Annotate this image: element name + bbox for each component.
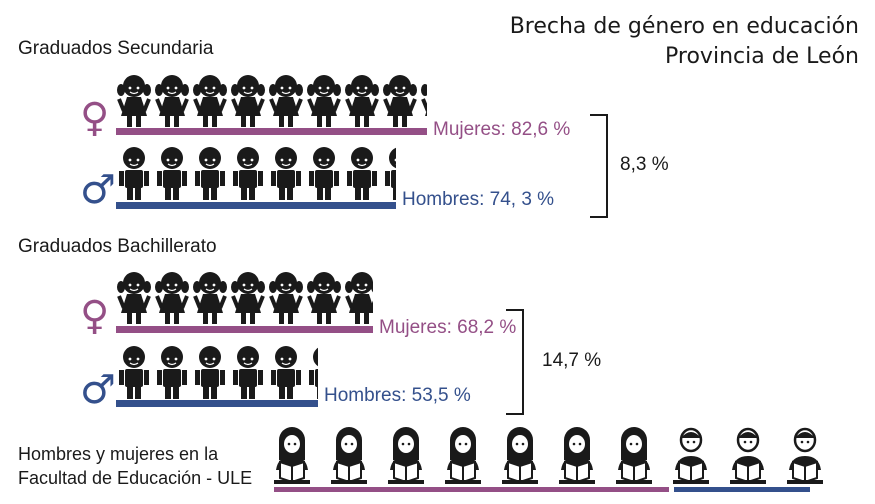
chart-title: Brecha de género en educación Provincia … (510, 12, 859, 72)
male-figure-icon (271, 346, 301, 399)
male-value-secundaria: Hombres: 74, 3 % (402, 189, 555, 210)
female-bar-secundaria (116, 128, 427, 135)
female-figure-icon (155, 75, 189, 127)
female-figure-icon (193, 75, 227, 127)
male-value-bachillerato: Hombres: 53,5 % (324, 385, 471, 406)
male-figures-bachillerato (116, 342, 318, 400)
female-figure-icon (231, 75, 265, 127)
faculty-woman-icon (388, 427, 424, 484)
gap-bracket-secundaria (590, 114, 608, 218)
faculty-label-line-2: Facultad de Educación - ULE (18, 468, 253, 488)
male-figure-icon (195, 346, 225, 399)
faculty-woman-icon (274, 427, 310, 484)
female-value-secundaria: Mujeres: 82,6 % (433, 119, 571, 140)
female-figure-icon (421, 84, 427, 116)
male-figure-icon (309, 347, 318, 399)
female-figure-icon (345, 272, 373, 324)
female-symbol-icon: ♀ (80, 95, 110, 141)
male-figure-icon (119, 147, 149, 200)
male-figure-icon (233, 346, 263, 399)
male-figure-icon (157, 147, 187, 200)
faculty-male-bar (674, 487, 810, 492)
female-symbol-icon: ♀ (80, 293, 110, 339)
faculty-woman-icon (502, 427, 538, 484)
female-figures-secundaria (116, 70, 427, 128)
male-figure-icon (157, 346, 187, 399)
male-figure-icon (233, 147, 263, 200)
faculty-woman-icon (559, 427, 595, 484)
faculty-woman-icon (616, 427, 652, 484)
female-figure-icon (117, 75, 151, 127)
faculty-woman-icon (445, 427, 481, 484)
male-figure-icon (309, 147, 339, 200)
female-figures-bachillerato (116, 267, 373, 325)
gap-value-secundaria: 8,3 % (620, 154, 669, 175)
faculty-woman-icon (331, 427, 367, 484)
section-label-secundaria: Graduados Secundaria (18, 38, 214, 59)
male-figures-secundaria (116, 143, 396, 201)
section-label-bachillerato: Graduados Bachillerato (18, 236, 217, 257)
faculty-female-bar (274, 487, 669, 492)
female-figure-icon (383, 75, 417, 127)
female-figure-icon (155, 272, 189, 324)
gap-bracket-bachillerato (506, 309, 524, 415)
female-figure-icon (231, 272, 265, 324)
faculty-label: Hombres y mujeres en la Facultad de Educ… (18, 442, 252, 490)
female-figure-icon (307, 272, 341, 324)
faculty-man-icon (673, 427, 709, 484)
faculty-man-icon (730, 427, 766, 484)
male-bar-bachillerato (116, 400, 318, 407)
female-figure-icon (117, 272, 151, 324)
female-figure-icon (269, 272, 303, 324)
gap-value-bachillerato: 14,7 % (542, 350, 602, 371)
male-figure-icon (271, 147, 301, 200)
male-figure-icon (385, 147, 396, 200)
male-bar-secundaria (116, 202, 396, 209)
title-line-1: Brecha de género en educación (509, 14, 859, 39)
female-bar-bachillerato (116, 326, 373, 333)
female-figure-icon (193, 272, 227, 324)
male-figure-icon (347, 147, 377, 200)
faculty-label-line-1: Hombres y mujeres en la (18, 444, 219, 464)
male-symbol-icon: ♂ (80, 367, 116, 413)
female-figure-icon (345, 75, 379, 127)
female-figure-icon (307, 75, 341, 127)
faculty-man-icon (787, 427, 823, 484)
female-value-bachillerato: Mujeres: 68,2 % (379, 317, 517, 338)
male-symbol-icon: ♂ (80, 167, 116, 213)
faculty-figures (272, 426, 832, 491)
male-figure-icon (119, 346, 149, 399)
male-figure-icon (195, 147, 225, 200)
title-line-2: Provincia de León (665, 44, 859, 69)
female-figure-icon (269, 75, 303, 127)
